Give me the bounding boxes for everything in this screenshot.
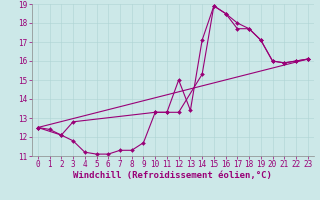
X-axis label: Windchill (Refroidissement éolien,°C): Windchill (Refroidissement éolien,°C) [73, 171, 272, 180]
